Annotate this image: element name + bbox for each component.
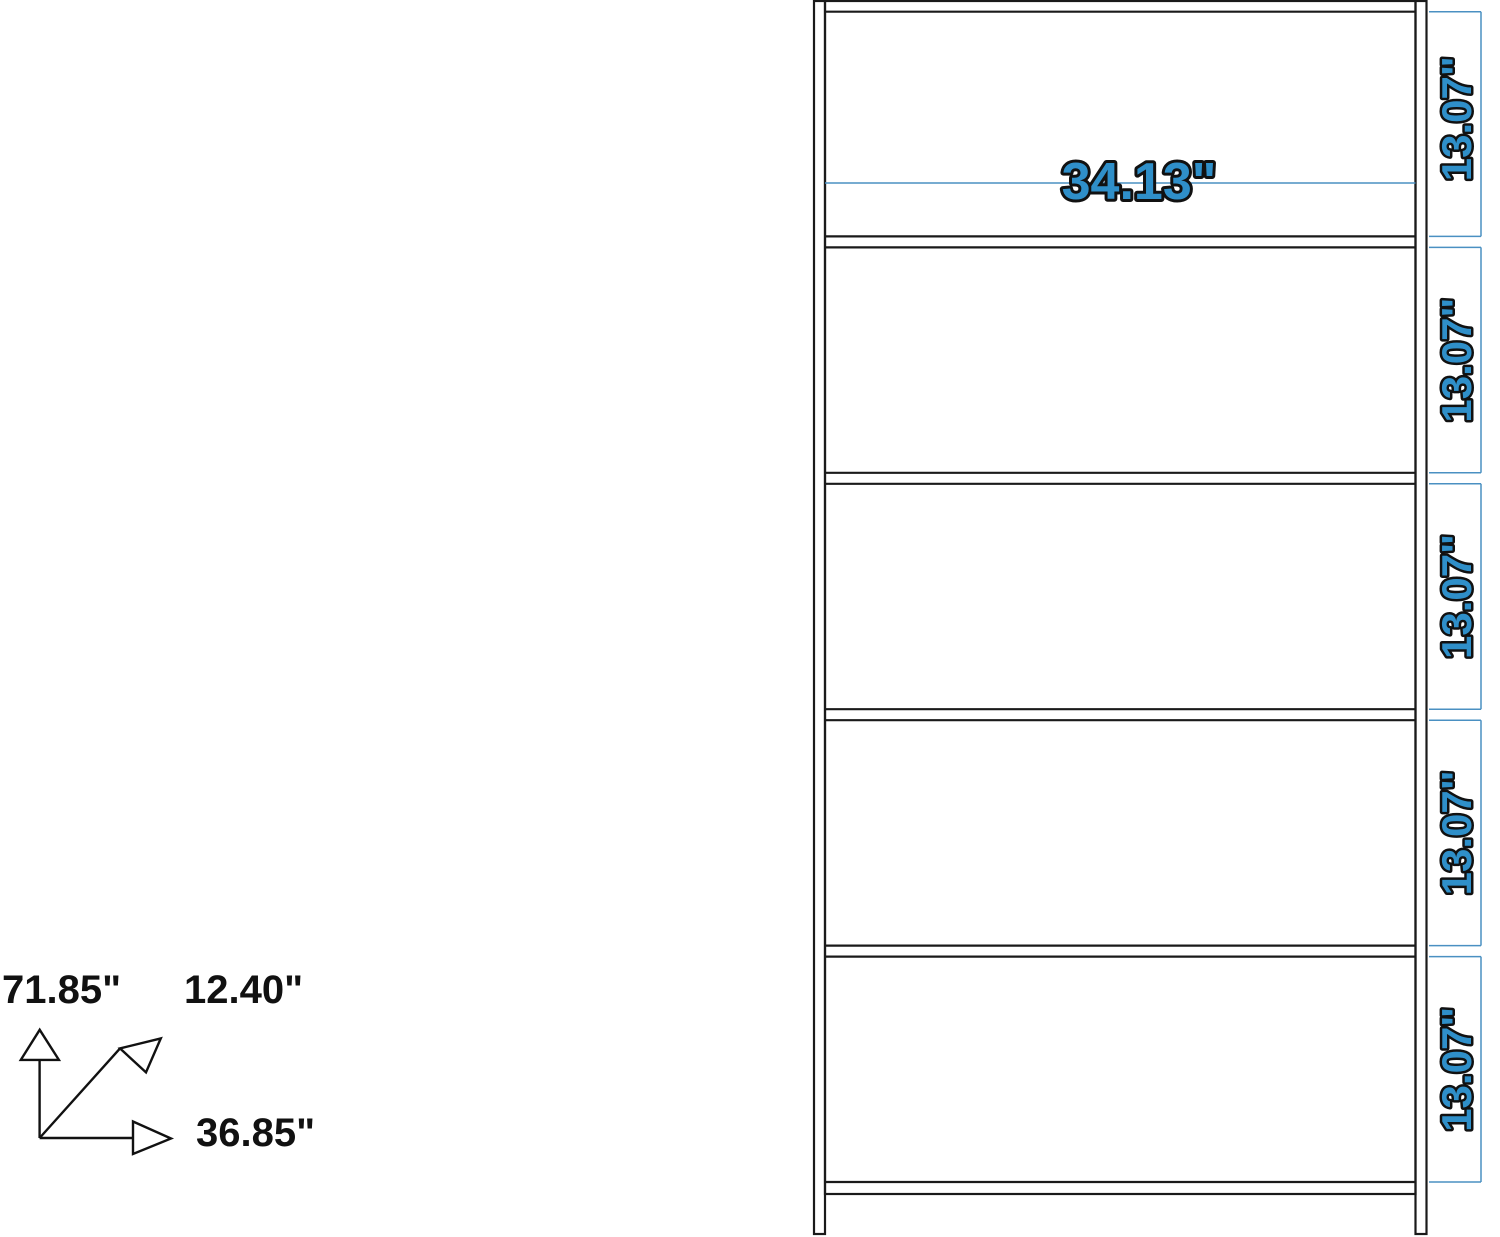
svg-text:12.40": 12.40" [184,968,303,1012]
svg-text:34.13": 34.13" [1062,153,1217,211]
svg-text:71.85": 71.85" [2,968,121,1012]
svg-text:13.07": 13.07" [1433,298,1480,423]
svg-text:13.07": 13.07" [1433,1007,1480,1132]
svg-text:13.07": 13.07" [1433,534,1480,659]
svg-text:36.85": 36.85" [196,1111,315,1155]
svg-text:13.07": 13.07" [1433,56,1480,181]
svg-text:13.07": 13.07" [1433,770,1480,895]
